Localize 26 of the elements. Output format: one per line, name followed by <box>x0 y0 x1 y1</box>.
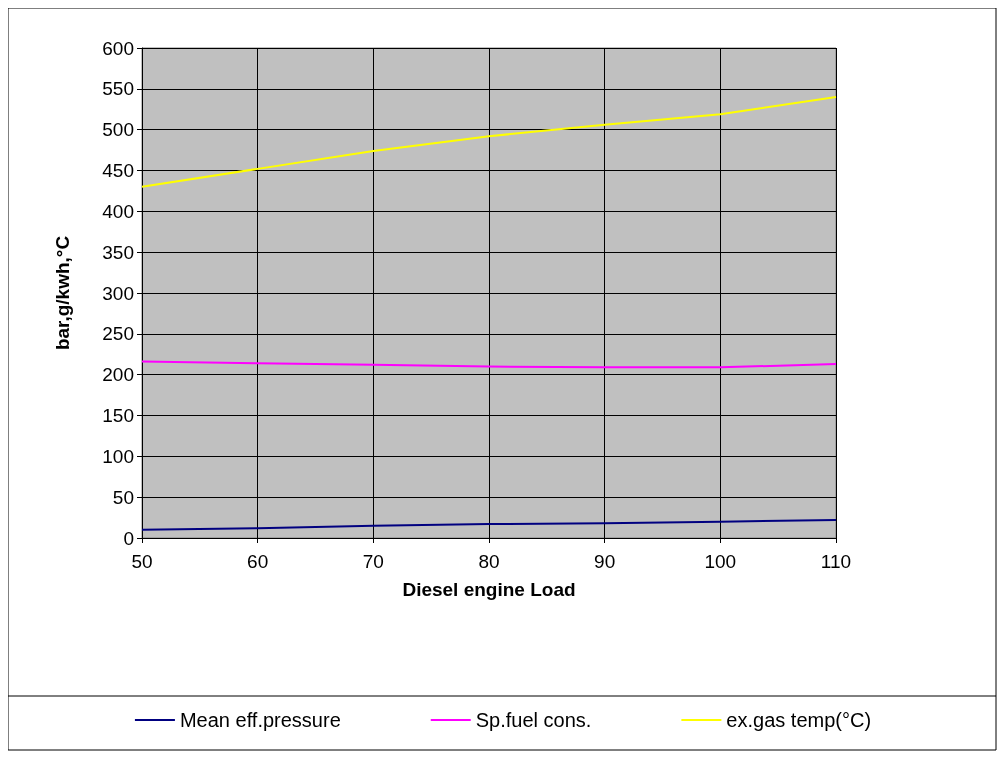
y-tick-label: 500 <box>102 119 134 141</box>
y-tick-label: 300 <box>102 282 134 304</box>
x-tick-label: 100 <box>704 551 737 572</box>
y-tick-label: 200 <box>102 364 134 386</box>
y-tick-label: 50 <box>112 486 134 508</box>
x-tick-label: 90 <box>594 551 616 572</box>
y-tick-label: 0 <box>123 527 134 549</box>
y-axis-title: bar,g/kwh,°C <box>52 235 73 351</box>
y-tick-label: 350 <box>102 241 134 263</box>
y-tick-label: 400 <box>102 200 134 222</box>
y-tick-label: 150 <box>102 405 134 426</box>
y-tick-label: 550 <box>102 78 134 100</box>
x-tick-label: 50 <box>131 551 153 572</box>
y-tick-label: 250 <box>102 323 134 345</box>
y-tick-label: 450 <box>102 160 134 181</box>
y-tick-label: 100 <box>102 445 134 467</box>
legend-label: Mean eff.pressure <box>179 709 341 731</box>
x-tick-label: 80 <box>478 551 500 572</box>
legend-label: ex.gas temp(°C) <box>726 709 872 731</box>
x-tick-label: 60 <box>247 551 269 572</box>
legend-label: Sp.fuel cons. <box>475 709 592 731</box>
y-tick-label: 600 <box>102 37 134 59</box>
line-series <box>141 519 837 531</box>
x-axis-title: Diesel engine Load <box>402 579 576 600</box>
x-tick-label: 70 <box>362 551 384 572</box>
x-tick-label: 110 <box>820 551 852 572</box>
